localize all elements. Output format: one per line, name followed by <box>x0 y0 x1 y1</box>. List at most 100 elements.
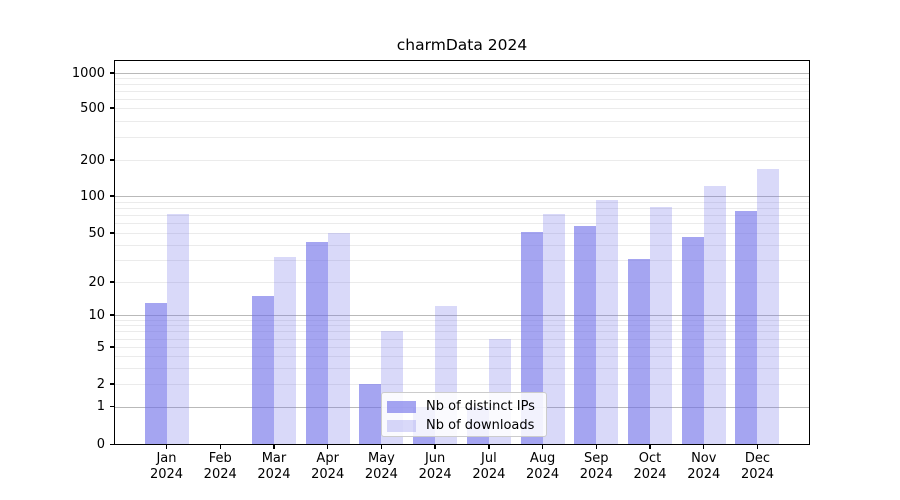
gridline-minor-6 <box>114 338 810 340</box>
x-tick-label-nov: Nov 2024 <box>687 451 721 482</box>
gridline-minor-30 <box>114 260 810 262</box>
bar-nov-ips <box>681 237 704 445</box>
y-tick-label-10: 10 <box>88 307 105 323</box>
x-tick-label-jan: Jan 2024 <box>149 451 184 482</box>
y-tick-0 <box>110 443 114 446</box>
x-tick-label-sep: Sep 2024 <box>579 451 613 482</box>
x-tick-apr <box>327 444 329 449</box>
y-tick-2 <box>110 383 114 385</box>
y-tick-label-200: 200 <box>80 152 105 168</box>
x-tick-jul <box>488 444 490 449</box>
x-tick-label-jun: Jun 2024 <box>418 451 452 482</box>
x-tick-jan <box>165 444 168 449</box>
bar-mar-downloads <box>273 256 296 445</box>
chart-title: charmData 2024 <box>396 36 528 54</box>
y-tick-500 <box>110 107 114 109</box>
y-tick-200 <box>110 159 114 161</box>
gridline-minor-60 <box>114 223 810 225</box>
gridline-major-1000 <box>114 73 810 74</box>
y-tick-20 <box>110 281 114 283</box>
gridline-minor-9 <box>114 319 810 321</box>
bar-mar-ips <box>251 295 274 445</box>
bar-nov-downloads <box>703 186 726 445</box>
x-tick-label-apr: Apr 2024 <box>311 451 345 482</box>
gridline-minor-80 <box>114 207 810 209</box>
gridline-minor-600 <box>114 98 810 100</box>
gridline-minor-90 <box>114 201 810 203</box>
gridline-minor-70 <box>114 215 810 217</box>
bar-jan-downloads <box>166 214 189 445</box>
bar-sep-ips <box>574 226 597 445</box>
y-tick-10 <box>110 314 114 316</box>
x-tick-feb <box>219 444 221 449</box>
gridline-minor-50 <box>114 233 810 234</box>
bar-oct-downloads <box>650 207 673 445</box>
bar-sep-downloads <box>596 199 619 445</box>
gridline-minor-5 <box>114 347 810 348</box>
y-tick-label-100: 100 <box>80 188 105 204</box>
gridline-minor-4 <box>114 356 810 357</box>
y-tick-label-50: 50 <box>88 225 105 241</box>
x-tick-oct <box>649 444 651 449</box>
legend-label-distinct-ips: Nb of distinct IPs <box>426 399 535 414</box>
gridline-minor-700 <box>114 91 810 92</box>
gridline-minor-20 <box>114 282 810 283</box>
y-tick-50 <box>110 232 114 234</box>
y-tick-5 <box>110 346 114 348</box>
gridline-minor-2 <box>114 384 810 385</box>
x-tick-label-may: May 2024 <box>364 451 398 482</box>
legend: Nb of distinct IPs Nb of downloads <box>381 392 547 437</box>
gridline-minor-200 <box>114 160 810 161</box>
y-tick-label-20: 20 <box>88 274 105 290</box>
gridline-minor-300 <box>114 136 810 138</box>
legend-item-downloads: Nb of downloads <box>387 416 540 435</box>
gridline-minor-800 <box>114 84 810 86</box>
gridline-minor-400 <box>114 120 810 122</box>
y-tick-label-1000: 1000 <box>71 65 105 81</box>
gridline-minor-3 <box>114 367 810 369</box>
bar-aug-downloads <box>542 213 565 445</box>
legend-item-distinct-ips: Nb of distinct IPs <box>387 397 540 416</box>
y-tick-1000 <box>110 72 114 74</box>
x-tick-label-aug: Aug 2024 <box>526 451 560 482</box>
gridline-minor-500 <box>114 108 810 109</box>
y-tick-label-500: 500 <box>80 100 105 116</box>
y-tick-1 <box>110 405 114 408</box>
y-tick-label-2: 2 <box>96 376 105 392</box>
gridline-major-10 <box>114 315 810 316</box>
x-tick-dec <box>756 444 759 449</box>
bar-may-ips <box>359 384 382 445</box>
x-tick-mar <box>273 444 275 449</box>
gridline-major-100 <box>114 196 810 197</box>
legend-swatch-downloads <box>387 419 416 432</box>
legend-label-downloads: Nb of downloads <box>426 418 535 433</box>
x-tick-jun <box>434 444 436 449</box>
x-tick-may <box>380 444 383 449</box>
bar-dec-downloads <box>757 169 780 445</box>
plot-area <box>114 60 810 445</box>
gridline-minor-900 <box>114 78 810 80</box>
y-tick-100 <box>110 195 114 197</box>
bar-oct-ips <box>628 258 651 445</box>
bar-aug-ips <box>520 231 543 445</box>
bar-dec-ips <box>735 211 758 445</box>
y-tick-label-5: 5 <box>96 339 105 355</box>
x-tick-label-dec: Dec 2024 <box>740 451 775 482</box>
x-tick-nov <box>703 444 705 449</box>
x-tick-label-jul: Jul 2024 <box>472 451 506 482</box>
y-tick-label-1: 1 <box>96 399 105 414</box>
gridline-minor-7 <box>114 331 810 333</box>
x-tick-label-mar: Mar 2024 <box>257 451 291 482</box>
x-tick-label-feb: Feb 2024 <box>203 451 237 482</box>
gridline-minor-8 <box>114 325 810 327</box>
x-tick-sep <box>595 444 597 449</box>
bar-apr-ips <box>305 242 328 445</box>
y-tick-label-0: 0 <box>96 437 105 452</box>
legend-swatch-distinct-ips <box>387 400 416 413</box>
x-tick-aug <box>541 444 544 449</box>
gridline-minor-40 <box>114 244 810 246</box>
bar-apr-downloads <box>327 233 350 445</box>
x-tick-label-oct: Oct 2024 <box>633 451 667 482</box>
bar-jan-ips <box>144 302 167 445</box>
